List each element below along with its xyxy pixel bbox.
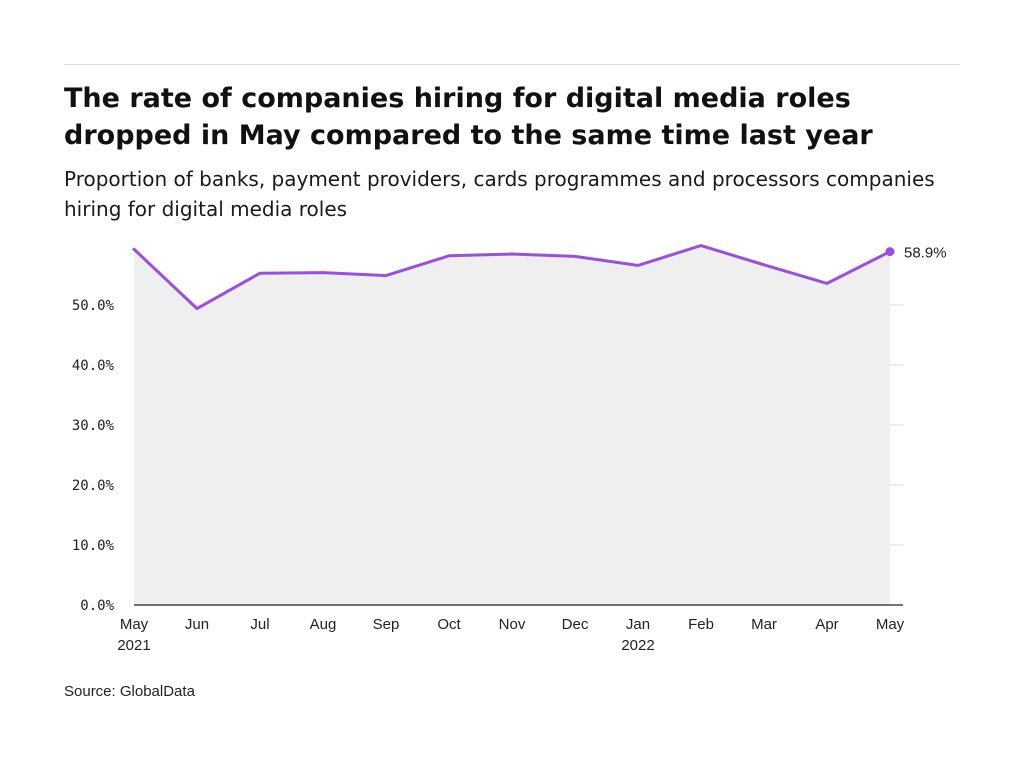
- series-line: [132, 244, 892, 311]
- area-fill-layer: [134, 245, 890, 605]
- x-tick-label: Mar: [751, 616, 777, 633]
- end-point: [885, 247, 895, 257]
- y-tick-label: 20.0%: [72, 478, 115, 494]
- x-tick-label: Apr: [815, 616, 838, 633]
- chart-title: The rate of companies hiring for digital…: [64, 83, 873, 151]
- y-tick-label: 50.0%: [72, 298, 115, 314]
- y-tick-label: 40.0%: [72, 358, 115, 374]
- x-tick-label: Nov: [499, 616, 526, 633]
- x-axis-ticks: May 2021 Jun Jul Aug Sep Oct Nov Dec Jan 2022 Feb Ma…: [117, 616, 904, 654]
- chart-subtitle: Proportion of banks, payment providers, …: [64, 167, 935, 221]
- x-tick-label: May 2021: [117, 616, 150, 654]
- source-note: Source: GlobalData: [64, 683, 195, 700]
- x-tick-label: Jul: [250, 616, 269, 633]
- series-line-layer: [132, 244, 895, 311]
- x-tick-label: Dec: [562, 616, 589, 633]
- x-tick-label: Sep: [373, 616, 400, 633]
- top-divider: [64, 64, 960, 65]
- x-tick-label: May: [876, 616, 905, 633]
- x-tick-label: Aug: [310, 616, 337, 633]
- end-value-label: 58.9%: [904, 245, 947, 262]
- end-label-layer: 58.9%: [904, 245, 947, 262]
- y-tick-label: 10.0%: [72, 538, 115, 554]
- area-fill: [134, 245, 890, 605]
- y-axis-ticks: 0.0% 10.0% 20.0% 30.0% 40.0% 50.0%: [72, 298, 115, 614]
- x-tick-label: Jan 2022: [621, 616, 654, 654]
- y-tick-label: 30.0%: [72, 418, 115, 434]
- x-tick-label: Jun: [185, 616, 209, 633]
- y-tick-label: 0.0%: [80, 598, 114, 614]
- x-tick-label: Feb: [688, 616, 714, 633]
- x-tick-label: Oct: [437, 616, 461, 633]
